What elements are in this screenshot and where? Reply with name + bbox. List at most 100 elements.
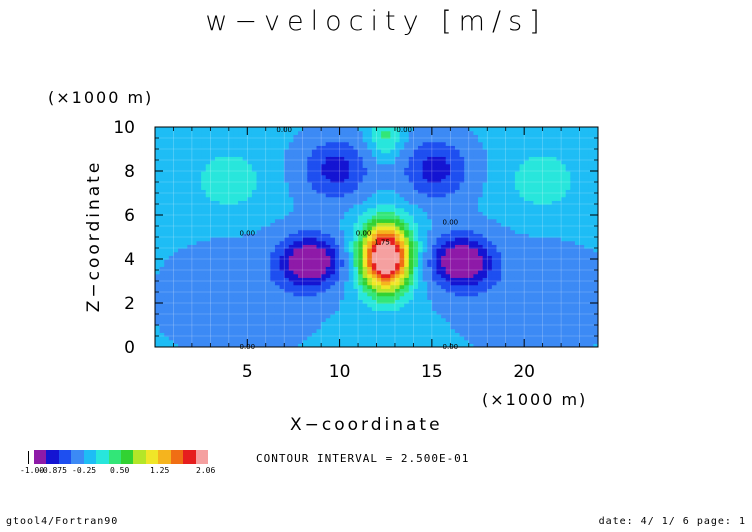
contour-cell [418, 240, 424, 245]
contour-cell [505, 141, 511, 146]
contour-cell [436, 237, 442, 242]
contour-cell [261, 248, 267, 253]
contour-cell [441, 266, 447, 271]
contour-cell [496, 226, 502, 231]
contour-cell [334, 222, 341, 227]
contour-cell [187, 336, 193, 341]
contour-cell [533, 292, 539, 297]
contour-cell [298, 299, 304, 304]
contour-cell [334, 332, 341, 337]
contour-cell [325, 226, 331, 231]
contour-cell [344, 277, 350, 282]
contour-cell [339, 306, 345, 311]
contour-cell [482, 255, 488, 260]
contour-cell [436, 193, 442, 198]
contour-cell [164, 178, 170, 183]
contour-cell [478, 343, 484, 347]
contour-cell [399, 299, 405, 304]
contour-cell [394, 325, 401, 330]
contour-cell [353, 321, 359, 326]
contour-cell [441, 251, 447, 256]
contour-cell [325, 339, 331, 344]
contour-cell [367, 156, 373, 161]
contour-cell [288, 204, 295, 209]
contour-cell [224, 336, 230, 341]
contour-cell [265, 211, 271, 216]
contour-cell [367, 145, 373, 150]
contour-cell [371, 211, 378, 216]
contour-cell [205, 127, 211, 132]
contour-cell [468, 145, 474, 150]
contour-cell [450, 310, 456, 315]
contour-cell [431, 325, 438, 330]
contour-cell [436, 156, 442, 161]
contour-cell [164, 248, 170, 253]
contour-cell [316, 134, 322, 139]
contour-cell [344, 292, 350, 297]
contour-cell [390, 259, 396, 264]
contour-cell [256, 215, 262, 220]
contour-cell [164, 332, 170, 337]
contour-cell [482, 211, 488, 216]
contour-cell [441, 200, 447, 205]
contour-cell [205, 193, 211, 198]
contour-cell [422, 152, 428, 157]
contour-cell [205, 156, 211, 161]
contour-cell [224, 233, 230, 238]
contour-cell [348, 167, 355, 172]
contour-cell [205, 273, 211, 278]
contour-cell [270, 141, 276, 146]
contour-cell [464, 222, 470, 227]
contour-cell [468, 207, 474, 212]
contour-cell [205, 152, 211, 157]
contour-cell [288, 288, 295, 293]
contour-cell [261, 240, 267, 245]
contour-cell [256, 193, 262, 198]
contour-cell [339, 336, 345, 341]
contour-cell [201, 248, 207, 253]
contour-cell [196, 138, 202, 143]
contour-cell [496, 207, 502, 212]
contour-cell [270, 332, 276, 337]
contour-cell [353, 248, 359, 253]
contour-cell [501, 306, 507, 311]
contour-cell [288, 193, 295, 198]
contour-cell [473, 160, 479, 165]
contour-cell [182, 240, 188, 245]
contour-cell [524, 171, 530, 176]
contour-cell [224, 244, 230, 249]
contour-cell [524, 152, 530, 157]
contour-cell [445, 343, 451, 347]
contour-cell [256, 204, 262, 209]
contour-cell [441, 281, 447, 286]
contour-cell [528, 251, 534, 256]
contour-cell [228, 270, 235, 275]
contour-cell [274, 270, 281, 275]
contour-cell [196, 167, 202, 172]
contour-cell [385, 273, 391, 278]
contour-cell [408, 211, 415, 216]
contour-cell [399, 328, 405, 333]
contour-cell [413, 160, 419, 165]
contour-cell [473, 149, 479, 154]
contour-cell [468, 255, 474, 260]
contour-cell [265, 200, 271, 205]
contour-cell [371, 317, 378, 322]
contour-cell [408, 251, 415, 256]
contour-cell [233, 193, 239, 198]
contour-cell [468, 248, 474, 253]
contour-cell [293, 262, 299, 267]
contour-cell [514, 152, 521, 157]
contour-cell [505, 248, 511, 253]
contour-cell [505, 156, 511, 161]
contour-cell [168, 281, 175, 286]
contour-cell [261, 328, 267, 333]
contour-cell [408, 259, 415, 264]
contour-cell [187, 244, 193, 249]
contour-cell [182, 127, 188, 132]
contour-cell [478, 211, 484, 216]
contour-cell [219, 130, 225, 135]
contour-cell [478, 251, 484, 256]
contour-cell [242, 288, 248, 293]
contour-cell [431, 332, 438, 337]
